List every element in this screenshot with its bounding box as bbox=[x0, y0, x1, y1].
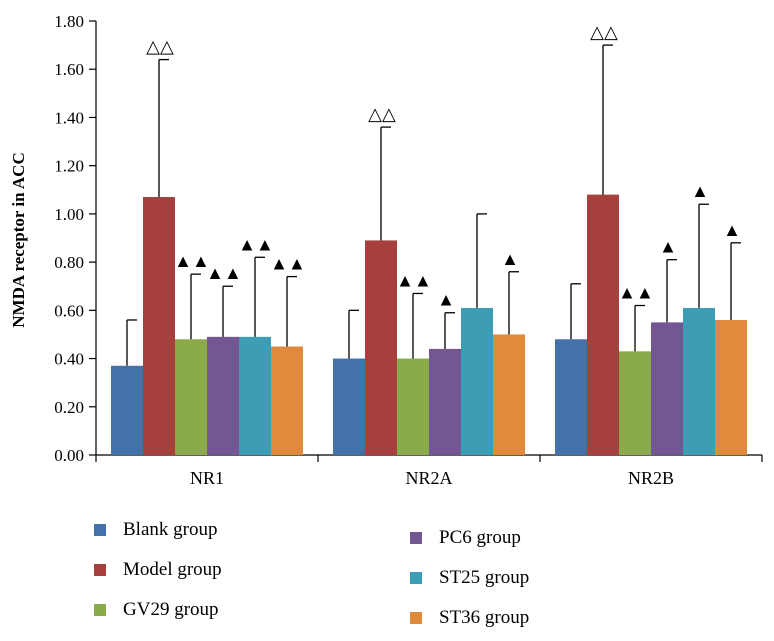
legend-swatch bbox=[94, 564, 106, 576]
bar bbox=[715, 319, 747, 455]
significance-marker: ▲ bbox=[659, 237, 677, 257]
significance-marker: ▲▲ bbox=[238, 234, 274, 254]
y-tick-label: 1.60 bbox=[54, 60, 84, 79]
legend-label: ST36 group bbox=[439, 607, 530, 628]
legend-item: Model group bbox=[94, 559, 222, 581]
x-axis: NR1 NR2A NR2B bbox=[95, 454, 763, 488]
y-tick-label: 0.00 bbox=[54, 446, 84, 465]
legend-swatch bbox=[410, 532, 422, 544]
legend-swatch bbox=[94, 524, 106, 536]
legend-swatch bbox=[94, 604, 106, 616]
bar bbox=[619, 351, 651, 455]
significance-marker: ▲ bbox=[501, 249, 519, 269]
legend-label: PC6 group bbox=[439, 527, 521, 548]
significance-marker: ▲▲ bbox=[618, 283, 654, 303]
bars bbox=[111, 194, 747, 455]
y-axis: 0.00 0.20 0.40 0.60 0.80 1.00 1.20 1.40 1.60 1.80 bbox=[54, 12, 97, 465]
y-tick-label: 0.60 bbox=[54, 301, 84, 320]
significance-marker: ▲▲ bbox=[396, 270, 432, 290]
legend-label: Model group bbox=[123, 559, 222, 580]
legend-label: GV29 group bbox=[123, 599, 219, 620]
bar bbox=[429, 348, 461, 455]
bar bbox=[333, 358, 365, 455]
bar bbox=[493, 334, 525, 455]
bar bbox=[271, 346, 303, 455]
bar bbox=[397, 358, 429, 455]
legend-swatch bbox=[410, 612, 422, 624]
significance-marker: △△ bbox=[146, 37, 174, 57]
bar bbox=[555, 339, 587, 455]
y-tick-label: 1.00 bbox=[54, 205, 84, 224]
significance-marker: ▲▲ bbox=[270, 254, 306, 274]
bar bbox=[207, 336, 239, 455]
bar bbox=[111, 365, 143, 455]
significance-markers: △△▲▲▲▲▲▲▲▲△△▲▲▲▲△△▲▲▲▲▲ bbox=[146, 22, 741, 310]
y-tick-label: 0.40 bbox=[54, 350, 84, 369]
y-axis-label: NMDA receptor in ACC bbox=[9, 152, 28, 328]
legend-label: ST25 group bbox=[439, 567, 530, 588]
y-tick-label: 0.80 bbox=[54, 253, 84, 272]
legend-item: GV29 group bbox=[94, 599, 219, 621]
legend-item: ST36 group bbox=[410, 607, 529, 629]
bar bbox=[239, 336, 271, 455]
legend-item: ST25 group bbox=[410, 567, 529, 589]
legend-label: Blank group bbox=[123, 519, 218, 540]
legend-item: Blank group bbox=[94, 519, 217, 541]
bar bbox=[461, 307, 493, 455]
x-category-label: NR1 bbox=[190, 468, 224, 488]
significance-marker: ▲▲ bbox=[206, 263, 242, 283]
x-category-label: NR2B bbox=[628, 468, 674, 488]
legend-swatch bbox=[410, 572, 422, 584]
significance-marker: ▲ bbox=[437, 290, 455, 310]
error-bars bbox=[126, 44, 741, 366]
significance-marker: ▲ bbox=[691, 181, 709, 201]
y-tick-label: 1.40 bbox=[54, 108, 84, 127]
significance-marker: △△ bbox=[590, 22, 618, 42]
significance-marker: ▲▲ bbox=[174, 251, 210, 271]
bar bbox=[683, 307, 715, 455]
bar bbox=[143, 197, 175, 455]
significance-marker: ▲ bbox=[723, 220, 741, 240]
y-tick-label: 0.20 bbox=[54, 398, 84, 417]
bar bbox=[365, 240, 397, 455]
significance-marker: △△ bbox=[368, 104, 396, 124]
bar bbox=[175, 339, 207, 455]
y-tick-label: 1.80 bbox=[54, 12, 84, 31]
legend-item: PC6 group bbox=[410, 527, 521, 549]
bar bbox=[651, 322, 683, 455]
bar bbox=[587, 194, 619, 455]
y-tick-label: 1.20 bbox=[54, 157, 84, 176]
x-category-label: NR2A bbox=[405, 468, 452, 488]
